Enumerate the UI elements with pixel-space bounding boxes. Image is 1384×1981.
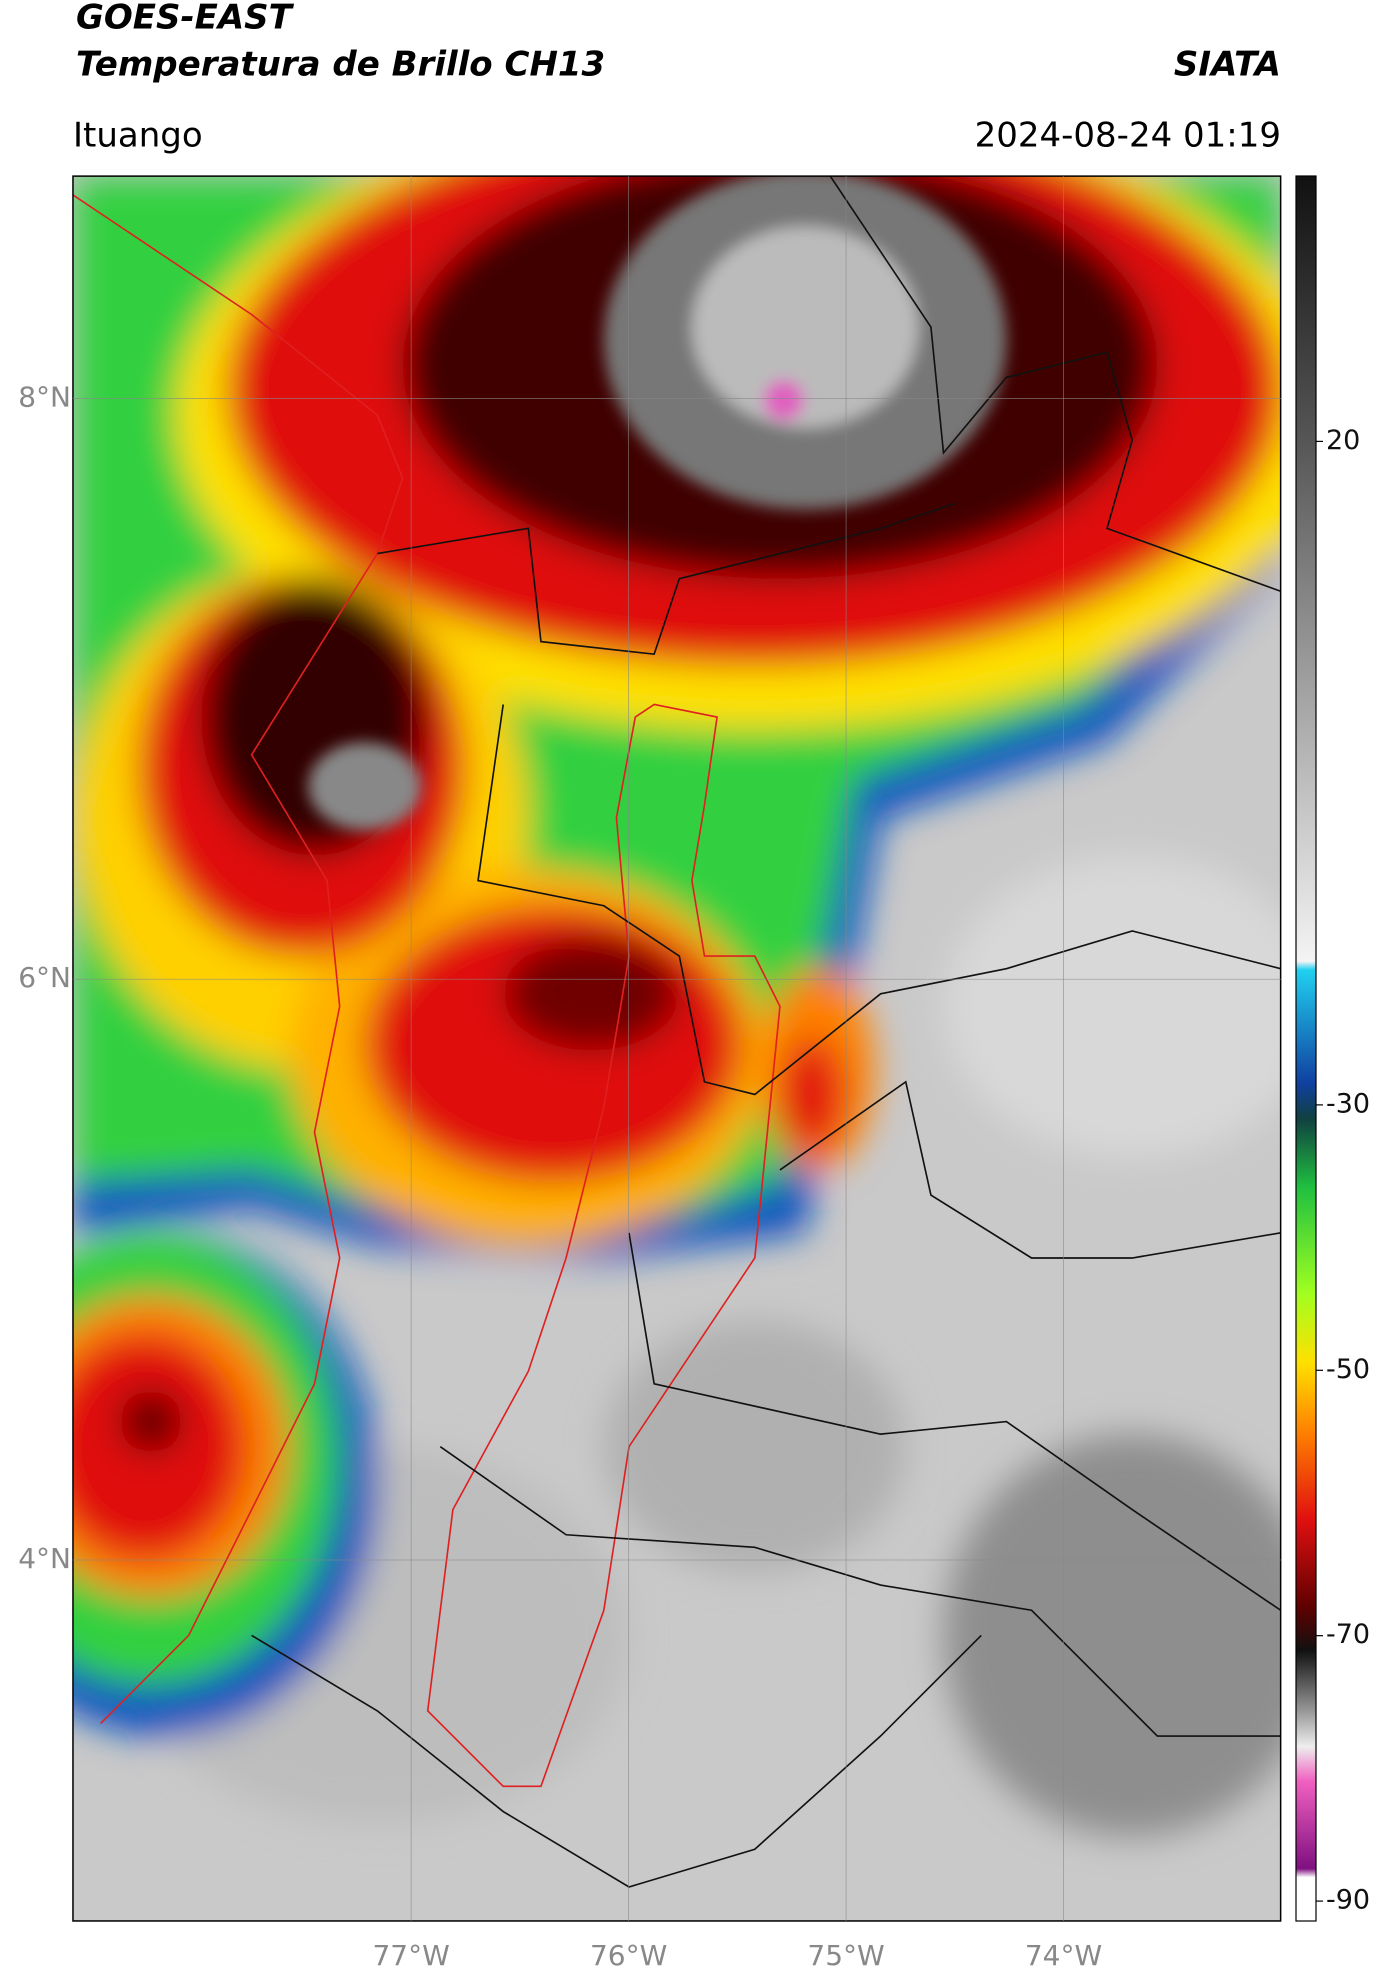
datetime: 2024-08-24 01:19 [975, 116, 1281, 156]
colorbar-tick-label: -90 [1326, 1885, 1370, 1916]
lat-label: 8°N [18, 380, 71, 413]
satellite-image [72, 175, 1282, 1922]
colorbar [1295, 175, 1317, 1922]
colorbar-tick-label: 20 [1326, 425, 1360, 456]
lon-label: 76°W [590, 1939, 667, 1972]
colorbar-tick-label: -30 [1326, 1088, 1370, 1119]
lon-label: 75°W [807, 1939, 884, 1972]
location: Ituango [73, 116, 203, 156]
lon-label: 74°W [1025, 1939, 1102, 1972]
title: GOES-EAST [76, 0, 295, 38]
lon-label: 77°W [372, 1939, 449, 1972]
colorbar-tick-label: -70 [1326, 1619, 1370, 1650]
colorbar-tick-label: -50 [1326, 1354, 1370, 1385]
subtitle: Temperatura de Brillo CH13 [76, 45, 605, 85]
brand: SIATA [1174, 45, 1281, 85]
lat-label: 4°N [18, 1542, 71, 1575]
lat-label: 6°N [18, 961, 71, 994]
